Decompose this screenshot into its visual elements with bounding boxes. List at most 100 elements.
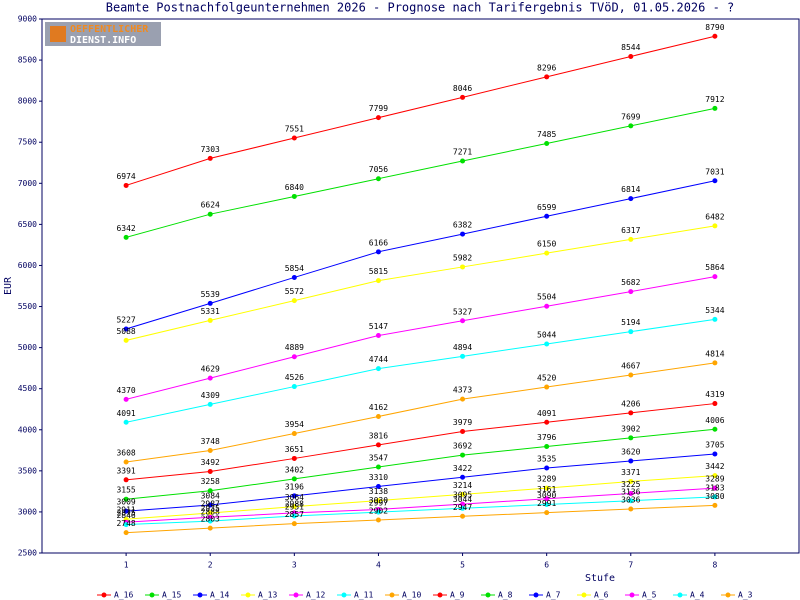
data-label: 3090 bbox=[537, 491, 556, 500]
y-tick-label: 3500 bbox=[18, 466, 37, 475]
data-point bbox=[375, 333, 381, 339]
data-label: 4744 bbox=[369, 355, 388, 364]
y-tick-label: 5500 bbox=[18, 302, 37, 311]
legend-marker bbox=[725, 592, 731, 598]
data-point bbox=[544, 74, 550, 80]
data-point bbox=[207, 525, 213, 531]
series-line bbox=[125, 107, 715, 238]
data-point bbox=[291, 521, 297, 527]
data-point bbox=[375, 483, 381, 489]
data-point bbox=[460, 452, 466, 458]
data-label: 4006 bbox=[705, 416, 724, 425]
y-tick-label: 8000 bbox=[18, 97, 37, 106]
data-point bbox=[375, 517, 381, 523]
data-label: 2991 bbox=[537, 499, 556, 508]
data-point bbox=[544, 140, 550, 146]
legend-label: A_7 bbox=[546, 591, 561, 600]
data-label: 2911 bbox=[116, 506, 135, 515]
legend-marker bbox=[485, 592, 491, 598]
data-point bbox=[207, 518, 213, 524]
data-point bbox=[123, 496, 129, 502]
data-label: 3402 bbox=[285, 465, 304, 474]
data-label: 4206 bbox=[621, 399, 640, 408]
data-point bbox=[712, 178, 718, 184]
data-point bbox=[712, 316, 718, 322]
legend-label: A_10 bbox=[402, 591, 421, 600]
data-label: 3902 bbox=[621, 424, 640, 433]
data-label: 6482 bbox=[705, 212, 724, 221]
data-point bbox=[544, 502, 550, 508]
data-point bbox=[123, 419, 129, 425]
legend-marker bbox=[629, 592, 635, 598]
legend-label: A_13 bbox=[258, 591, 277, 600]
data-point bbox=[460, 94, 466, 100]
legend-label: A_5 bbox=[642, 591, 657, 600]
data-label: 5227 bbox=[116, 315, 135, 324]
legend-marker bbox=[341, 592, 347, 598]
data-point bbox=[460, 353, 466, 359]
legend-label: A_14 bbox=[210, 591, 229, 600]
logo-text: DIENST.INFO bbox=[70, 35, 136, 46]
y-tick-label: 2500 bbox=[18, 549, 37, 558]
data-label: 7271 bbox=[453, 148, 472, 157]
data-label: 5815 bbox=[369, 267, 388, 276]
data-point bbox=[712, 33, 718, 39]
data-label: 3310 bbox=[369, 473, 388, 482]
data-label: 5854 bbox=[285, 264, 304, 273]
legend-label: A_16 bbox=[114, 591, 133, 600]
data-label: 5344 bbox=[705, 306, 724, 315]
legend-label: A_11 bbox=[354, 591, 373, 600]
data-point bbox=[712, 360, 718, 366]
data-label: 8790 bbox=[705, 23, 724, 32]
data-label: 6382 bbox=[453, 221, 472, 230]
legend-label: A_12 bbox=[306, 591, 325, 600]
data-point bbox=[123, 459, 129, 465]
data-point bbox=[544, 510, 550, 516]
legend-marker bbox=[197, 592, 203, 598]
data-point bbox=[628, 498, 634, 504]
data-label: 3136 bbox=[621, 487, 640, 496]
data-label: 3225 bbox=[621, 480, 640, 489]
data-point bbox=[544, 444, 550, 450]
data-label: 4889 bbox=[285, 343, 304, 352]
series-line bbox=[125, 180, 715, 330]
data-point bbox=[712, 105, 718, 111]
y-tick-label: 4000 bbox=[18, 425, 37, 434]
data-point bbox=[291, 431, 297, 437]
data-label: 3289 bbox=[705, 475, 724, 484]
data-label: 3258 bbox=[201, 477, 220, 486]
data-label: 5682 bbox=[621, 278, 640, 287]
data-label: 5864 bbox=[705, 263, 724, 272]
data-label: 3080 bbox=[705, 492, 724, 501]
data-point bbox=[291, 504, 297, 510]
data-point bbox=[291, 193, 297, 199]
x-axis-label: Stufe bbox=[585, 573, 615, 584]
data-point bbox=[712, 401, 718, 407]
y-axis-label: EUR bbox=[3, 276, 14, 295]
data-label: 4520 bbox=[537, 374, 556, 383]
data-point bbox=[123, 477, 129, 483]
y-tick-label: 5000 bbox=[18, 343, 37, 352]
data-label: 2875 bbox=[116, 509, 135, 518]
legend-marker bbox=[533, 592, 539, 598]
data-point bbox=[207, 502, 213, 508]
data-point bbox=[544, 419, 550, 425]
data-point bbox=[375, 366, 381, 372]
legend-marker bbox=[677, 592, 683, 598]
y-tick-label: 7000 bbox=[18, 179, 37, 188]
data-label: 7699 bbox=[621, 112, 640, 121]
series-line bbox=[126, 318, 715, 423]
data-label: 4373 bbox=[453, 386, 472, 395]
series-line bbox=[126, 496, 715, 526]
data-label: 6166 bbox=[369, 238, 388, 247]
data-point bbox=[712, 451, 718, 457]
data-label: 2803 bbox=[201, 515, 220, 524]
data-point bbox=[123, 530, 129, 536]
data-point bbox=[544, 250, 550, 256]
data-point bbox=[628, 490, 634, 496]
data-label: 2951 bbox=[285, 502, 304, 511]
data-point bbox=[291, 354, 297, 360]
data-point bbox=[375, 413, 381, 419]
data-label: 4091 bbox=[116, 409, 135, 418]
